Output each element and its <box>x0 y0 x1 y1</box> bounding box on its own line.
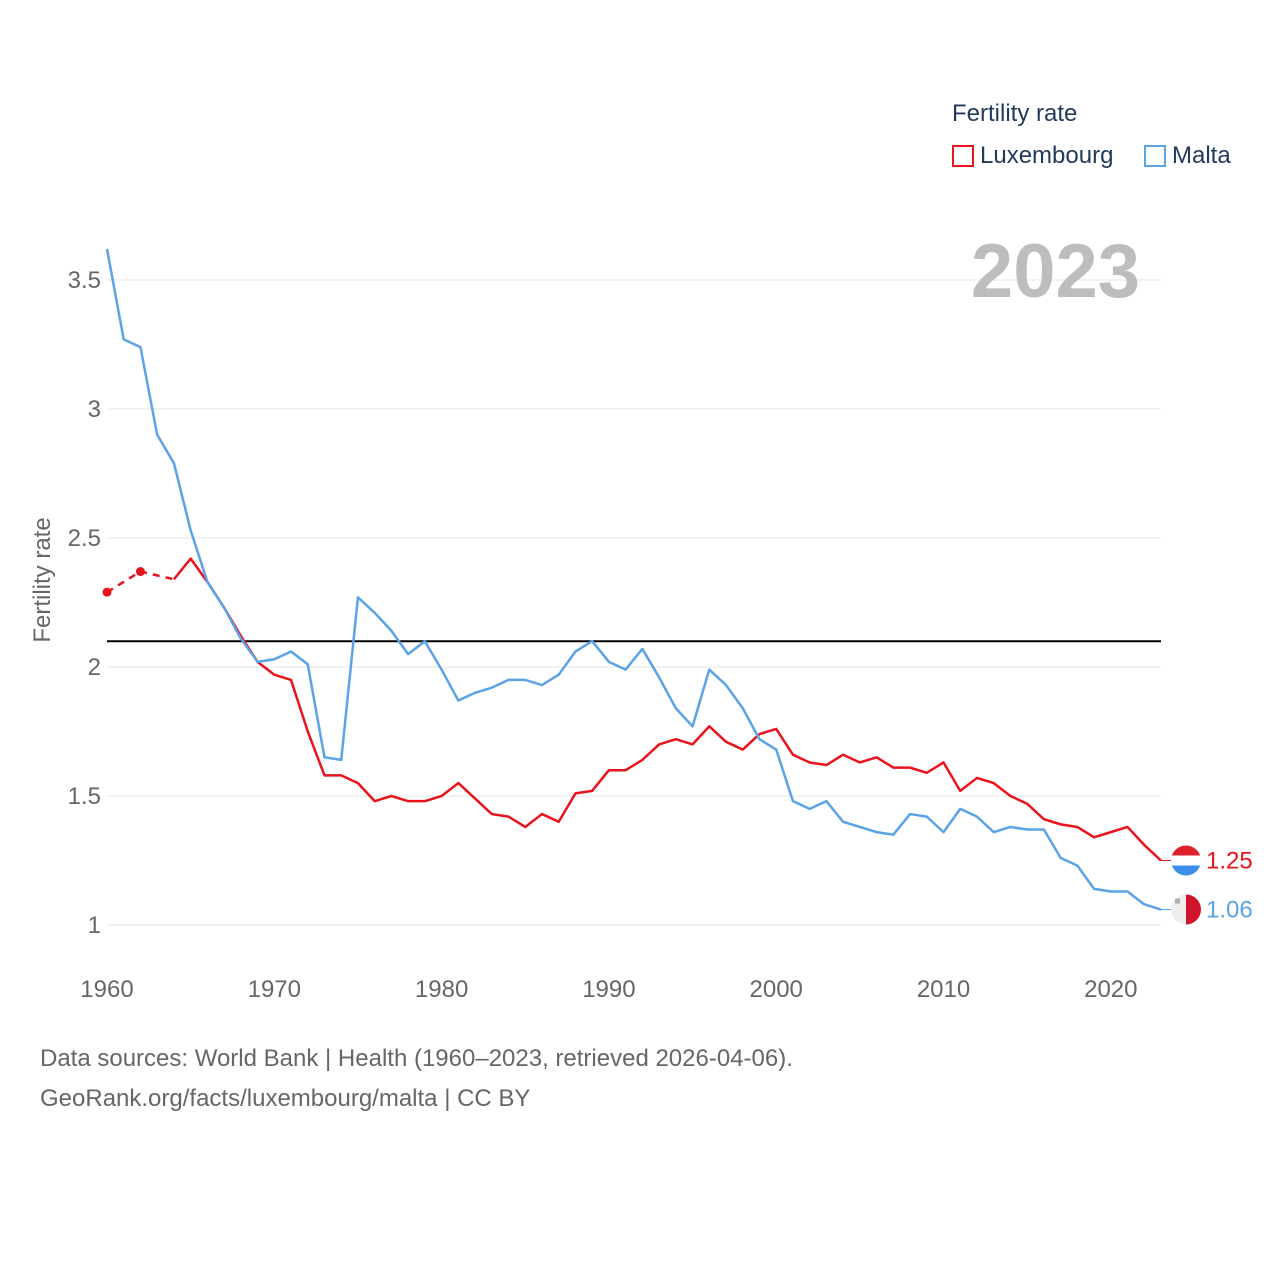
current-year-label: 2023 <box>970 229 1140 314</box>
legend-label-luxembourg: Luxembourg <box>980 142 1114 169</box>
legend-label-malta: Malta <box>1172 142 1231 169</box>
series-lines <box>102 248 1162 911</box>
x-tick-label: 2020 <box>1084 976 1137 1003</box>
y-tick-label: 2.5 <box>68 525 101 552</box>
data-point-luxembourg <box>135 567 145 577</box>
x-axis-ticks: 1960 1970 1980 1990 2000 2010 2020 <box>80 976 1137 1003</box>
legend-item-luxembourg[interactable]: Luxembourg <box>952 142 1113 170</box>
legend-title: Fertility rate <box>952 100 1078 127</box>
footer-sources: Data sources: World Bank | Health (1960–… <box>40 1045 793 1072</box>
y-tick-label: 1.5 <box>68 783 101 810</box>
x-tick-label: 1980 <box>415 976 468 1003</box>
flag-malta-icon <box>1171 894 1201 925</box>
x-tick-label: 2010 <box>917 976 970 1003</box>
y-tick-label: 1 <box>88 912 101 939</box>
flag-luxembourg-icon <box>1171 845 1201 876</box>
y-tick-label: 3 <box>88 396 101 423</box>
x-tick-label: 1960 <box>80 976 133 1003</box>
x-tick-label: 2000 <box>750 976 803 1003</box>
y-tick-label: 3.5 <box>68 267 101 294</box>
x-tick-label: 1970 <box>248 976 301 1003</box>
data-point-luxembourg <box>102 587 112 597</box>
legend-swatch-malta <box>1144 145 1166 167</box>
end-value-label-malta: 1.06 <box>1206 897 1253 924</box>
y-axis-label: Fertility rate <box>29 517 56 642</box>
legend-swatch-luxembourg <box>952 145 974 167</box>
end-value-label-luxembourg: 1.25 <box>1206 848 1253 875</box>
end-markers: 1.25 1.06 <box>1161 845 1253 925</box>
legend-item-malta[interactable]: Malta <box>1144 142 1231 170</box>
y-tick-label: 2 <box>88 654 101 681</box>
footer-attribution[interactable]: GeoRank.org/facts/luxembourg/malta | CC … <box>40 1085 531 1112</box>
series-line-luxembourg <box>172 557 1162 862</box>
x-tick-label: 1990 <box>582 976 635 1003</box>
series-line-malta <box>105 248 1162 911</box>
y-axis-ticks: 1 1.5 2 2.5 3 3.5 <box>68 267 101 939</box>
grid-lines <box>107 279 1161 926</box>
